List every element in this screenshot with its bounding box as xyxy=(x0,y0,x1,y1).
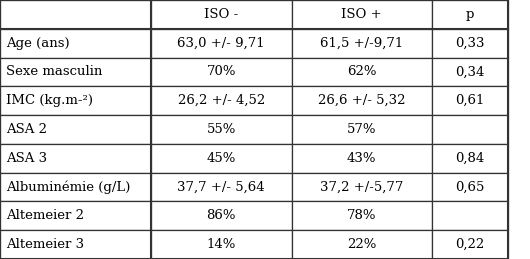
Bar xyxy=(151,86,292,115)
Bar xyxy=(151,0,292,29)
Bar xyxy=(432,57,508,86)
Text: Altemeier 3: Altemeier 3 xyxy=(6,238,84,251)
Text: 0,61: 0,61 xyxy=(455,94,484,107)
Text: 14%: 14% xyxy=(207,238,236,251)
Text: ISO -: ISO - xyxy=(204,8,238,21)
Text: 0,22: 0,22 xyxy=(455,238,484,251)
Bar xyxy=(292,0,432,29)
Bar xyxy=(0,230,151,259)
Bar xyxy=(432,115,508,144)
Text: 63,0 +/- 9,71: 63,0 +/- 9,71 xyxy=(178,37,265,50)
Text: 62%: 62% xyxy=(347,66,376,78)
Text: 43%: 43% xyxy=(347,152,376,165)
Text: Albuminémie (g/L): Albuminémie (g/L) xyxy=(6,180,131,194)
Bar xyxy=(432,173,508,202)
Bar xyxy=(432,86,508,115)
Bar xyxy=(292,57,432,86)
Bar xyxy=(432,0,508,29)
Text: 78%: 78% xyxy=(347,209,376,222)
Text: 45%: 45% xyxy=(207,152,236,165)
Text: 26,2 +/- 4,52: 26,2 +/- 4,52 xyxy=(178,94,265,107)
Bar xyxy=(151,57,292,86)
Bar xyxy=(432,202,508,230)
Bar xyxy=(0,0,151,29)
Text: ISO +: ISO + xyxy=(341,8,382,21)
Text: 55%: 55% xyxy=(207,123,236,136)
Bar xyxy=(0,57,151,86)
Bar xyxy=(0,115,151,144)
Bar xyxy=(432,230,508,259)
Text: 0,65: 0,65 xyxy=(455,181,484,193)
Bar xyxy=(432,144,508,173)
Bar xyxy=(292,115,432,144)
Text: Age (ans): Age (ans) xyxy=(6,37,70,50)
Bar xyxy=(0,144,151,173)
Bar xyxy=(0,86,151,115)
Text: 0,34: 0,34 xyxy=(455,66,484,78)
Bar xyxy=(292,86,432,115)
Bar xyxy=(151,230,292,259)
Bar xyxy=(0,173,151,202)
Text: Altemeier 2: Altemeier 2 xyxy=(6,209,84,222)
Bar xyxy=(292,202,432,230)
Text: ASA 2: ASA 2 xyxy=(6,123,47,136)
Text: 57%: 57% xyxy=(347,123,376,136)
Bar xyxy=(151,144,292,173)
Bar xyxy=(0,202,151,230)
Bar xyxy=(151,29,292,57)
Text: 22%: 22% xyxy=(347,238,376,251)
Text: ASA 3: ASA 3 xyxy=(6,152,48,165)
Bar xyxy=(151,115,292,144)
Bar xyxy=(151,173,292,202)
Text: 61,5 +/-9,71: 61,5 +/-9,71 xyxy=(320,37,403,50)
Bar xyxy=(292,29,432,57)
Text: 26,6 +/- 5,32: 26,6 +/- 5,32 xyxy=(318,94,405,107)
Bar xyxy=(292,230,432,259)
Bar xyxy=(151,202,292,230)
Text: 70%: 70% xyxy=(207,66,236,78)
Text: 37,7 +/- 5,64: 37,7 +/- 5,64 xyxy=(178,181,265,193)
Text: Sexe masculin: Sexe masculin xyxy=(6,66,103,78)
Text: 86%: 86% xyxy=(207,209,236,222)
Bar xyxy=(292,173,432,202)
Text: IMC (kg.m-²): IMC (kg.m-²) xyxy=(6,94,93,107)
Text: 37,2 +/-5,77: 37,2 +/-5,77 xyxy=(320,181,403,193)
Text: p: p xyxy=(466,8,474,21)
Bar xyxy=(0,29,151,57)
Bar xyxy=(432,29,508,57)
Text: 0,33: 0,33 xyxy=(455,37,484,50)
Bar xyxy=(292,144,432,173)
Text: 0,84: 0,84 xyxy=(455,152,484,165)
